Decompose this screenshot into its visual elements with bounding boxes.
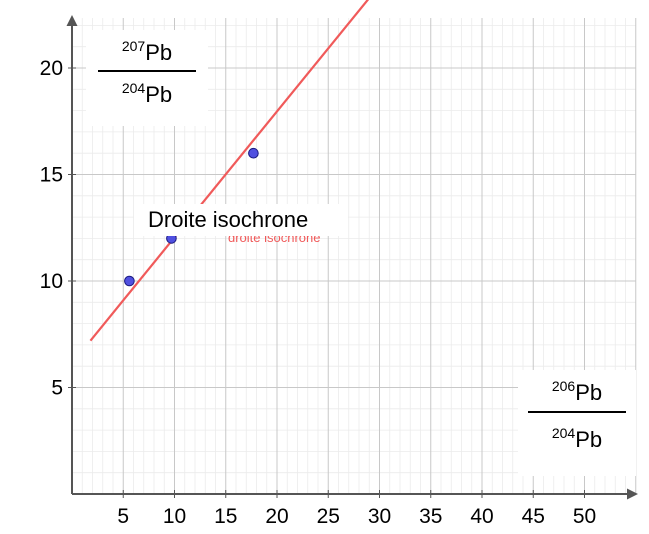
x-tick-label: 30 — [368, 505, 391, 528]
x-tick-label: 40 — [470, 505, 493, 528]
x-tick-label: 50 — [573, 505, 596, 528]
x-tick-label: 35 — [419, 505, 442, 528]
x-tick-label: 15 — [214, 505, 237, 528]
isochron-annotation: Droite isochrone — [134, 204, 348, 236]
y-tick-label: 10 — [40, 270, 63, 293]
x-axis-arrow-icon — [627, 488, 638, 500]
tick-labels: 5101520253035404550510152025303540 — [40, 57, 597, 528]
y-tick-label: 15 — [40, 164, 63, 187]
data-point — [248, 147, 259, 159]
axes — [66, 15, 638, 500]
x-tick-label: 45 — [522, 505, 545, 528]
x-axis-label: 206Pb 204Pb — [518, 370, 636, 476]
y-axis-label: 207Pb 204Pb — [86, 30, 208, 126]
y-axis-arrow-icon — [66, 15, 78, 26]
x-tick-label: 5 — [117, 505, 129, 528]
data-point — [124, 275, 135, 287]
x-tick-label: 10 — [163, 505, 186, 528]
x-tick-label: 20 — [265, 505, 288, 528]
x-tick-label: 25 — [317, 505, 340, 528]
y-tick-label: 20 — [40, 57, 63, 80]
y-tick-label: 5 — [51, 377, 63, 400]
